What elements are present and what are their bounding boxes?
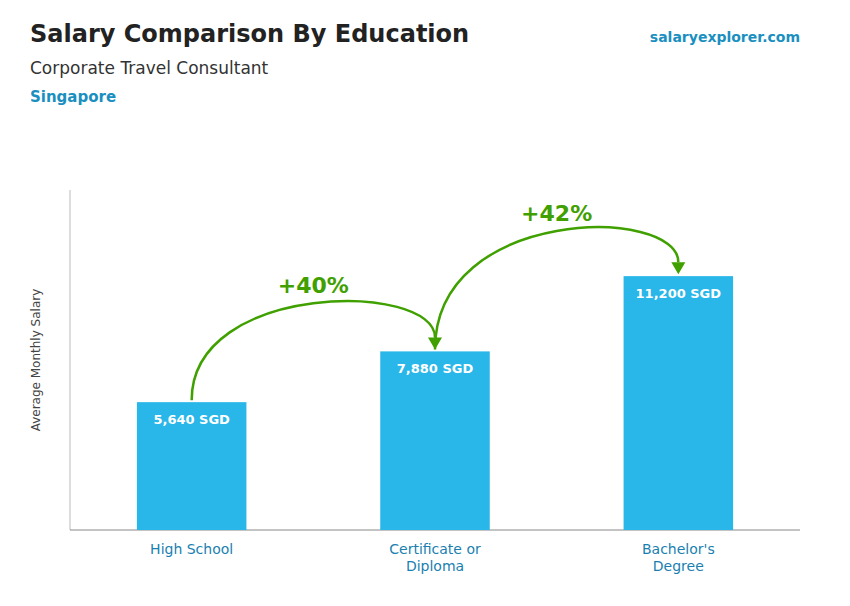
data-label: 7,880 SGD bbox=[397, 361, 474, 376]
subtitle: Corporate Travel Consultant bbox=[30, 58, 269, 78]
y-axis-label: Average Monthly Salary bbox=[29, 289, 43, 432]
arrow-head bbox=[671, 262, 685, 274]
country: Singapore bbox=[30, 88, 116, 106]
x-tick-label: High School bbox=[150, 541, 233, 557]
data-label: 11,200 SGD bbox=[636, 286, 722, 301]
chart-container: Salary Comparison By Education Corporate … bbox=[0, 0, 850, 606]
data-label: 5,640 SGD bbox=[153, 412, 230, 427]
source: salaryexplorer.com bbox=[650, 29, 800, 45]
y-axis-line bbox=[70, 190, 71, 530]
annotation: +40% bbox=[278, 273, 349, 298]
arc-arrow bbox=[435, 227, 678, 349]
arc-arrow bbox=[192, 301, 435, 400]
title: Salary Comparison By Education bbox=[30, 20, 469, 48]
x-tick-label: Certificate orDiploma bbox=[389, 541, 481, 574]
bar bbox=[624, 276, 734, 530]
bar bbox=[137, 402, 247, 530]
bar bbox=[380, 351, 490, 530]
bars bbox=[137, 276, 733, 530]
chart: Salary Comparison By Education Corporate … bbox=[0, 0, 850, 606]
x-tick-label: Bachelor'sDegree bbox=[642, 541, 715, 574]
annotation: +42% bbox=[521, 201, 592, 226]
